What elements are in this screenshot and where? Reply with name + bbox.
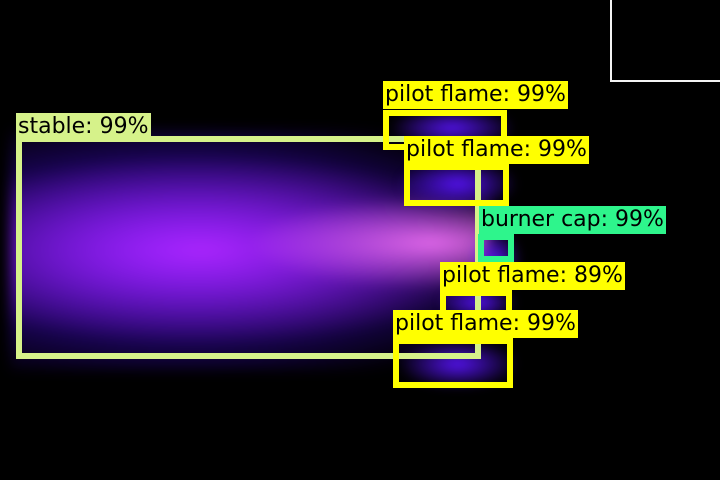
pilot-flame-glow <box>400 340 515 388</box>
pilot-flame-label: pilot flame: 89% <box>440 262 625 290</box>
pilot-flame-label: pilot flame: 99% <box>383 81 568 109</box>
pilot-flame-box <box>404 164 509 206</box>
pilot-flame-label: pilot flame: 99% <box>393 310 578 338</box>
burner-cap-box <box>478 234 514 262</box>
pilot-flame-box <box>393 338 513 388</box>
pilot-flame-label: pilot flame: 99% <box>404 136 589 164</box>
burner-cap-label: burner cap: 99% <box>479 206 666 234</box>
inset-frame <box>610 0 720 82</box>
stable-label: stable: 99% <box>16 113 151 141</box>
